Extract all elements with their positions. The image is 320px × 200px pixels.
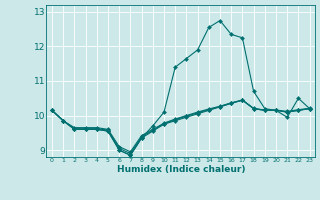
X-axis label: Humidex (Indice chaleur): Humidex (Indice chaleur) xyxy=(116,165,245,174)
